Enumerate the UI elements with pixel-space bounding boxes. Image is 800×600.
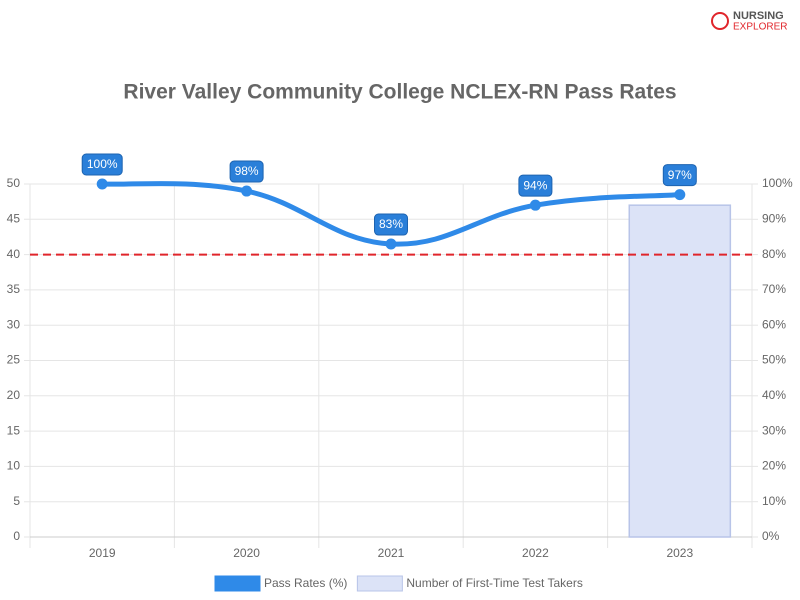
value-label-box xyxy=(662,164,697,187)
point xyxy=(529,199,541,211)
y2-tick-label: 90% xyxy=(762,211,786,225)
point xyxy=(241,185,253,197)
y2-tick-label: 10% xyxy=(762,494,786,508)
logo-line1: NURSING xyxy=(733,10,784,22)
point xyxy=(674,189,686,201)
legend-swatch xyxy=(356,575,403,592)
value-label: 100% xyxy=(87,157,118,171)
x-tick-label: 2019 xyxy=(89,546,116,560)
y-tick-label: 15 xyxy=(7,423,21,437)
logo-line2: EXPLORER xyxy=(733,22,787,33)
y-tick-label: 35 xyxy=(7,282,21,296)
legend-label: Number of First-Time Test Takers xyxy=(406,576,582,590)
y2-tick-label: 80% xyxy=(762,247,786,261)
y-tick-label: 30 xyxy=(7,317,21,331)
y2-tick-label: 50% xyxy=(762,353,786,367)
logo-icon xyxy=(711,12,729,30)
value-label: 83% xyxy=(379,217,403,231)
value-label-box xyxy=(374,213,408,236)
y2-tick-label: 100% xyxy=(762,176,793,190)
y-tick-label: 10 xyxy=(7,459,21,473)
y-tick-label: 5 xyxy=(13,494,20,508)
value-label: 98% xyxy=(235,164,259,178)
y-tick-label: 40 xyxy=(7,247,21,261)
bar xyxy=(628,204,732,538)
x-tick-label: 2023 xyxy=(666,546,693,560)
value-label: 94% xyxy=(523,178,547,192)
y2-tick-label: 30% xyxy=(762,423,786,437)
y2-tick-label: 0% xyxy=(762,529,780,543)
value-label-box xyxy=(518,174,553,197)
value-label-box xyxy=(81,153,123,176)
y2-tick-label: 40% xyxy=(762,388,786,402)
point xyxy=(96,178,108,190)
y-tick-label: 50 xyxy=(7,176,21,190)
y-tick-label: 0 xyxy=(13,529,20,543)
value-label: 97% xyxy=(668,168,692,182)
chart-title: River Valley Community College NCLEX-RN … xyxy=(123,81,676,104)
y2-tick-label: 60% xyxy=(762,317,786,331)
value-label-box xyxy=(229,160,264,183)
x-tick-label: 2021 xyxy=(378,546,405,560)
legend-swatch xyxy=(214,575,261,592)
point xyxy=(385,238,397,250)
y-tick-label: 20 xyxy=(7,388,21,402)
y-tick-label: 45 xyxy=(7,211,21,225)
legend-label: Pass Rates (%) xyxy=(264,576,347,590)
y2-tick-label: 70% xyxy=(762,282,786,296)
y2-tick-label: 20% xyxy=(762,459,786,473)
x-tick-label: 2020 xyxy=(233,546,260,560)
y-tick-label: 25 xyxy=(7,353,21,367)
x-tick-label: 2022 xyxy=(522,546,549,560)
